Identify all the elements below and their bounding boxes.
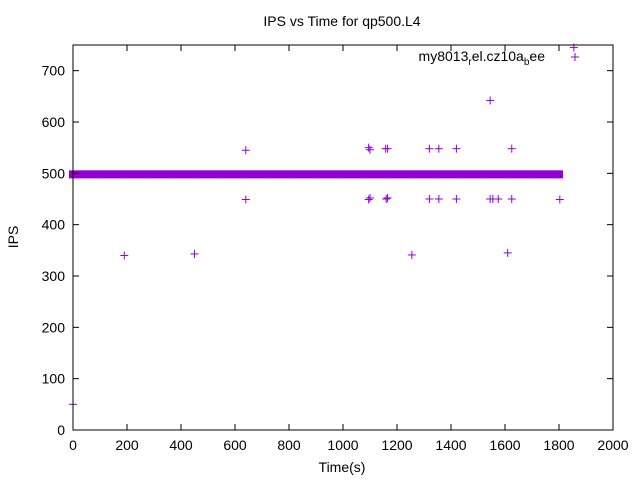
- data-point: [364, 143, 373, 152]
- x-tick-label: 0: [69, 437, 77, 453]
- data-point: [383, 193, 392, 202]
- x-tick: 1200: [381, 45, 413, 453]
- x-tick: 600: [223, 45, 247, 453]
- x-tick-label: 1800: [543, 437, 574, 453]
- y-tick: 300: [42, 268, 613, 284]
- x-tick: 1000: [327, 45, 359, 453]
- data-point: [507, 144, 516, 153]
- y-tick-label: 700: [42, 63, 66, 79]
- y-tick-label: 600: [42, 114, 66, 130]
- data-point: [452, 144, 461, 153]
- x-axis-label: Time(s): [319, 459, 366, 475]
- x-tick: 0: [69, 45, 77, 453]
- x-tick-label: 600: [223, 437, 247, 453]
- legend-marker: [571, 53, 579, 61]
- y-tick: 100: [42, 371, 613, 387]
- x-tick-label: 1400: [435, 437, 466, 453]
- data-point: [494, 195, 503, 203]
- data-point: [555, 170, 563, 179]
- data-point: [486, 96, 495, 105]
- legend-label-part: my8013: [419, 48, 469, 64]
- legend-label-part: el.cz10a: [472, 48, 524, 64]
- data-point: [241, 195, 250, 204]
- y-axis-label: IPS: [5, 226, 21, 249]
- data-point: [190, 249, 199, 258]
- x-tick-label: 1000: [327, 437, 358, 453]
- chart-title: IPS vs Time for qp500.L4: [263, 13, 420, 29]
- y-tick: 700: [42, 63, 613, 79]
- x-tick: 400: [169, 45, 193, 453]
- y-tick-label: 400: [42, 217, 66, 233]
- dense-sample-band: [69, 170, 563, 179]
- legend-label: my8013rel.cz10abee: [419, 48, 546, 68]
- x-tick-label: 1200: [381, 437, 412, 453]
- y-tick-label: 200: [42, 319, 66, 335]
- legend-label-part: ee: [529, 48, 545, 64]
- data-layer: [69, 43, 578, 409]
- legend-label-subscript: r: [468, 57, 472, 68]
- x-axis-ticks: 0 200 400 600 800 1000 1200 1400 1600 1800 2000: [69, 45, 629, 453]
- y-tick-label: 100: [42, 371, 66, 387]
- y-tick: 500: [42, 165, 613, 181]
- data-point: [425, 144, 434, 153]
- y-tick-label: 300: [42, 268, 66, 284]
- data-point: [507, 195, 516, 203]
- data-point: [366, 193, 374, 202]
- y-axis-ticks: 0 100 200 300 400 500 600 700: [42, 63, 613, 438]
- x-tick: 1400: [435, 45, 467, 453]
- data-point: [434, 144, 443, 153]
- x-tick: 1800: [543, 45, 575, 453]
- data-point: [503, 248, 512, 257]
- data-point: [407, 250, 416, 259]
- x-tick-label: 200: [115, 437, 139, 453]
- x-tick-label: 2000: [597, 437, 628, 453]
- y-tick-label: 500: [42, 165, 66, 181]
- data-point: [241, 146, 250, 155]
- data-point: [364, 195, 373, 204]
- x-tick: 800: [277, 45, 301, 453]
- y-tick: 200: [42, 319, 613, 335]
- x-tick-label: 1600: [489, 437, 520, 453]
- y-tick-label: 0: [57, 422, 65, 438]
- data-point: [120, 251, 129, 260]
- data-point: [366, 145, 374, 154]
- y-tick: 0: [57, 422, 613, 438]
- data-point: [434, 195, 443, 203]
- legend: my8013rel.cz10abee: [419, 48, 579, 68]
- data-point: [425, 195, 434, 203]
- x-tick: 1600: [489, 45, 521, 453]
- x-tick-label: 800: [277, 437, 301, 453]
- x-tick-label: 400: [169, 437, 193, 453]
- data-point: [383, 144, 392, 153]
- y-tick: 600: [42, 114, 613, 130]
- x-tick: 2000: [597, 45, 629, 453]
- data-point: [382, 195, 391, 203]
- y-tick: 400: [42, 217, 613, 233]
- data-point: [452, 195, 461, 203]
- legend-label-subscript: b: [524, 57, 530, 68]
- x-tick: 200: [115, 45, 139, 453]
- data-point: [555, 195, 564, 204]
